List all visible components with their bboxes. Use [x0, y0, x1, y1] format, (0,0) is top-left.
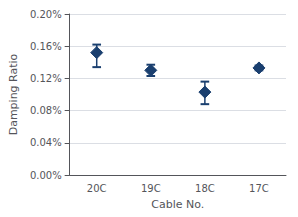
- svg-text:20C: 20C: [87, 183, 107, 194]
- svg-text:Damping Ratio: Damping Ratio: [7, 53, 20, 135]
- svg-text:17C: 17C: [249, 183, 269, 194]
- svg-text:0.16%: 0.16%: [30, 41, 62, 52]
- svg-text:0.08%: 0.08%: [30, 105, 62, 116]
- svg-text:18C: 18C: [195, 183, 215, 194]
- svg-text:19C: 19C: [141, 183, 161, 194]
- svg-text:Cable No.: Cable No.: [151, 198, 204, 211]
- svg-text:0.04%: 0.04%: [30, 137, 62, 148]
- svg-text:0.00%: 0.00%: [30, 170, 62, 181]
- svg-text:0.12%: 0.12%: [30, 73, 62, 84]
- svg-text:0.20%: 0.20%: [30, 9, 62, 20]
